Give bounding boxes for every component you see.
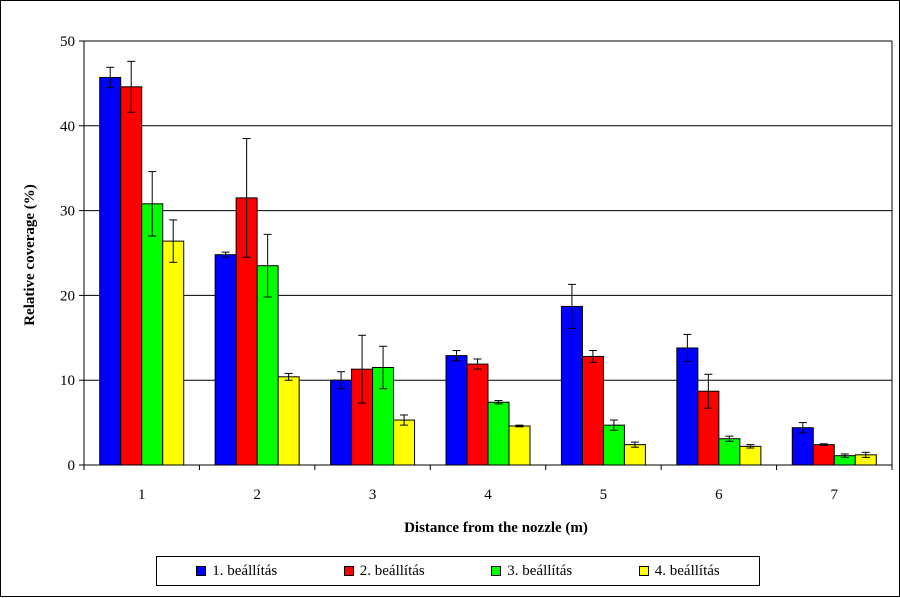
- y-tick-label: 40: [60, 119, 75, 135]
- x-tick-label: 7: [831, 487, 839, 503]
- error-bar-series-2-cat-3: [358, 334, 367, 404]
- legend-item-series-4: 4. beállítás: [638, 562, 720, 580]
- error-bar-series-4-cat-5: [630, 441, 639, 448]
- x-tick-label: 3: [369, 487, 377, 503]
- x-tick-label: 2: [253, 487, 261, 503]
- error-bar-series-3-cat-4: [494, 400, 503, 405]
- y-tick-label: 10: [60, 373, 75, 389]
- x-axis-title: Distance from the nozzle (m): [404, 520, 588, 536]
- bar-series-2-cat-7: [812, 444, 835, 466]
- error-bar-series-2-cat-2: [242, 138, 251, 258]
- bar-series-1-cat-2: [214, 254, 237, 466]
- error-bar-series-2-cat-1: [127, 60, 136, 113]
- bar-series-1-cat-3: [330, 379, 353, 466]
- bar-series-3-cat-4: [487, 401, 510, 466]
- legend-item-series-1: 1. beállítás: [196, 563, 277, 580]
- error-bar-series-1-cat-6: [683, 333, 692, 363]
- error-bar-series-1-cat-5: [567, 283, 576, 329]
- error-bar-series-1-cat-3: [337, 371, 346, 390]
- error-bar-series-2-cat-7: [819, 443, 828, 446]
- y-tick-label: 0: [68, 458, 76, 474]
- gridlines: [84, 40, 892, 381]
- error-bar-series-4-cat-3: [400, 414, 409, 426]
- legend-swatch-series-3: [491, 566, 502, 576]
- bar-series-2-cat-4: [466, 363, 489, 466]
- error-bars: [106, 60, 870, 458]
- bar-series-4-cat-6: [739, 445, 762, 466]
- error-bar-series-3-cat-1: [148, 171, 157, 237]
- error-bar-series-4-cat-4: [515, 424, 524, 428]
- legend-swatch-series-2: [343, 566, 354, 576]
- bar-series-4-cat-2: [277, 376, 300, 466]
- bar-series-1-cat-5: [560, 305, 583, 466]
- bar-series-3-cat-5: [602, 424, 625, 466]
- bar-series-4-cat-1: [162, 240, 185, 466]
- legend-swatch-series-1: [196, 566, 207, 576]
- tick-labels: 0 10 20 30 40 50 1 2 3 4 5 6 7: [60, 34, 839, 503]
- axes: [79, 40, 893, 470]
- error-bar-series-1-cat-7: [798, 422, 807, 434]
- error-bar-series-3-cat-2: [263, 233, 272, 298]
- legend-label-series-2: 2. beállítás: [359, 562, 425, 579]
- legend-item-series-3: 3. beállítás: [491, 563, 572, 580]
- error-bar-series-1-cat-4: [452, 350, 461, 362]
- bar-series-1-cat-1: [99, 76, 122, 466]
- legend-label-series-4: 4. beállítás: [654, 562, 720, 579]
- y-tick-label: 30: [60, 204, 75, 220]
- bar-series-4-cat-3: [393, 419, 416, 466]
- error-bar-series-1-cat-2: [221, 251, 230, 258]
- bar-series-4-cat-5: [623, 444, 646, 466]
- error-bar-series-4-cat-7: [861, 451, 870, 458]
- error-bar-series-3-cat-6: [725, 435, 734, 442]
- error-bar-series-3-cat-5: [609, 419, 618, 431]
- x-tick-label: 4: [484, 487, 492, 503]
- error-bar-series-1-cat-1: [106, 66, 115, 89]
- y-tick-label: 20: [60, 288, 75, 304]
- y-tick-label: 50: [60, 34, 75, 50]
- error-bar-series-2-cat-4: [473, 358, 482, 370]
- legend: 1. beállítás 2. beállítás 3. beállítás 4…: [156, 556, 760, 586]
- error-bar-series-2-cat-6: [704, 373, 713, 409]
- error-bar-series-4-cat-6: [746, 444, 755, 449]
- x-tick-label: 1: [138, 487, 146, 503]
- error-bar-series-4-cat-2: [284, 372, 293, 381]
- error-bar-series-3-cat-7: [840, 453, 849, 458]
- legend-item-series-2: 2. beállítás: [343, 562, 425, 580]
- x-tick-label: 6: [715, 487, 723, 503]
- bar-series-1-cat-7: [791, 427, 814, 466]
- bars: [99, 76, 877, 466]
- legend-label-series-3: 3. beállítás: [507, 562, 573, 579]
- bar-series-4-cat-4: [508, 425, 531, 466]
- legend-swatch-series-4: [638, 566, 649, 576]
- y-axis-title: Relative coverage (%): [22, 184, 38, 326]
- error-bar-series-2-cat-5: [588, 350, 597, 363]
- bar-series-2-cat-1: [120, 86, 143, 466]
- bar-series-2-cat-5: [581, 355, 604, 466]
- legend-label-series-1: 1. beállítás: [212, 562, 278, 579]
- error-bar-series-4-cat-1: [169, 219, 178, 263]
- bar-series-3-cat-6: [718, 438, 741, 466]
- bar-series-1-cat-6: [676, 347, 699, 466]
- bar-series-1-cat-4: [445, 355, 468, 466]
- x-tick-label: 5: [600, 487, 608, 503]
- bar-series-3-cat-1: [141, 203, 164, 466]
- error-bar-series-3-cat-3: [379, 345, 388, 390]
